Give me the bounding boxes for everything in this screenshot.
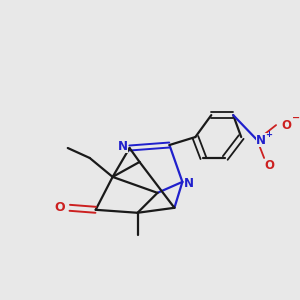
- Text: O: O: [55, 201, 65, 214]
- Text: O: O: [281, 118, 291, 132]
- Text: N: N: [256, 134, 266, 146]
- Text: +: +: [266, 130, 273, 139]
- Text: N: N: [184, 177, 194, 190]
- Text: N: N: [118, 140, 128, 152]
- Text: O: O: [264, 159, 274, 172]
- Text: −: −: [292, 113, 300, 123]
